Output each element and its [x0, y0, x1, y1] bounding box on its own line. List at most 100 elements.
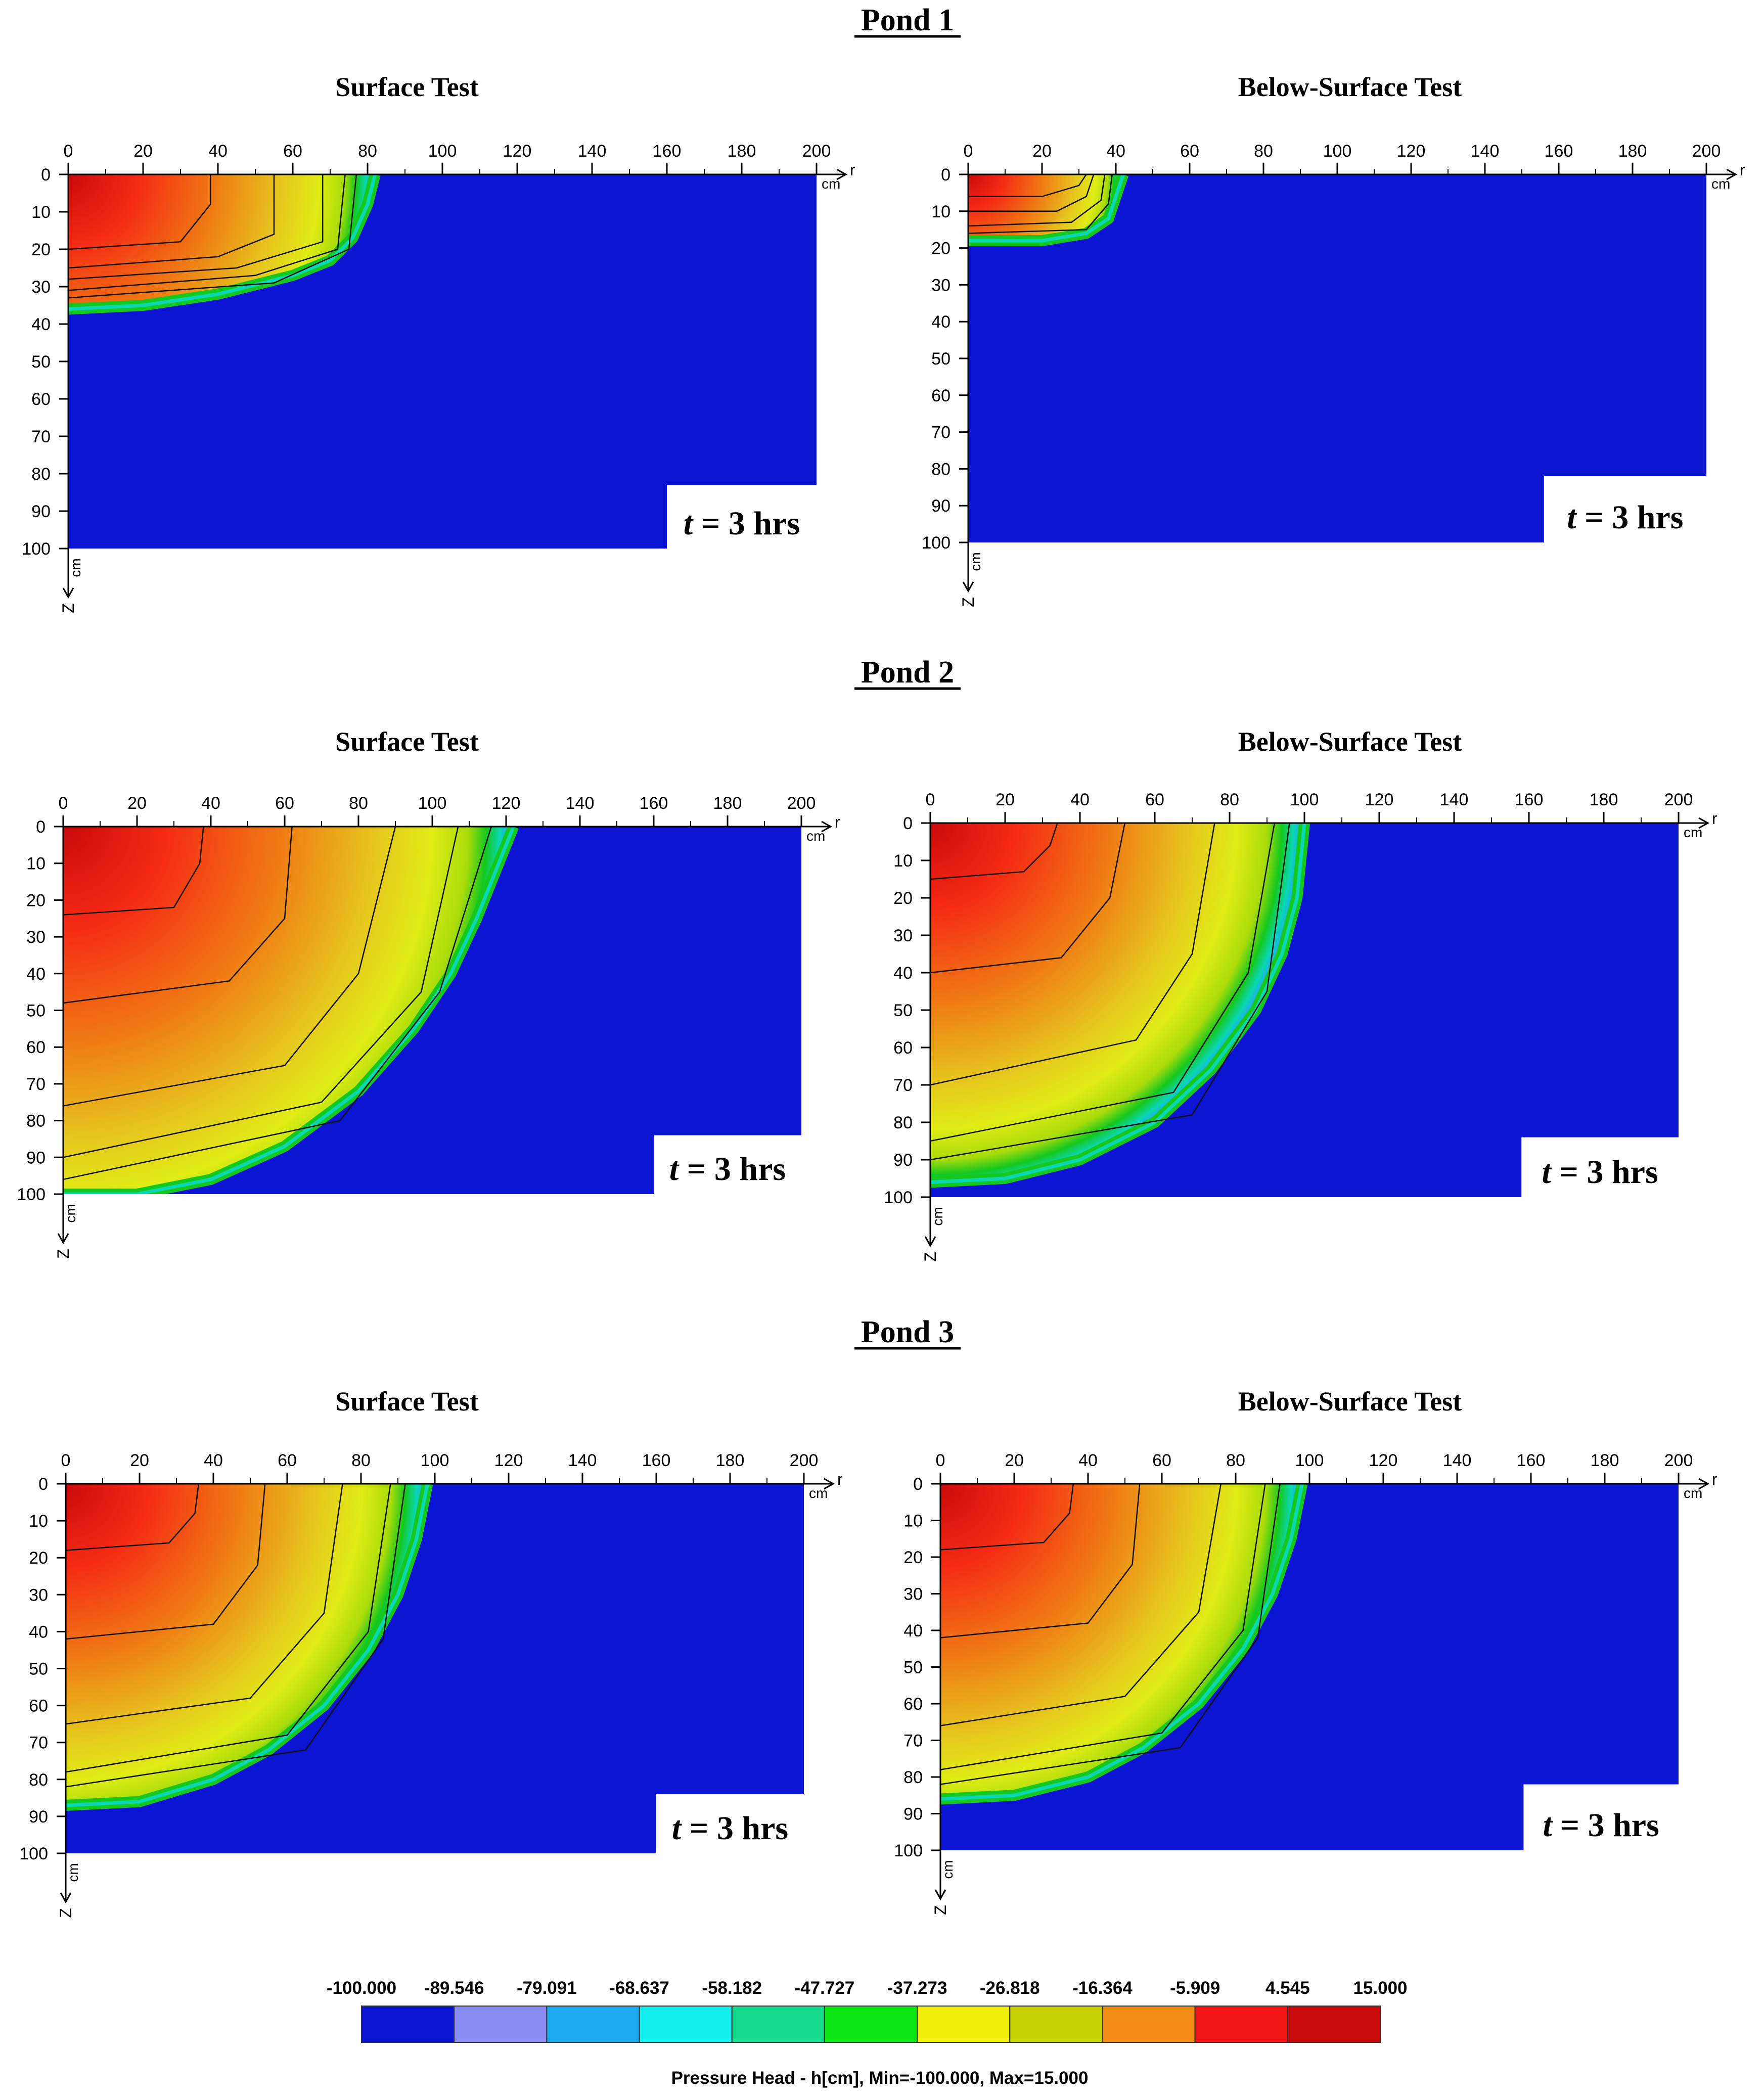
x-tick-label: 20 — [1005, 1451, 1024, 1470]
legend-label: -68.637 — [609, 1978, 669, 1998]
contour-line — [940, 1484, 1074, 1551]
wetting-front-plume — [940, 1484, 1302, 1799]
time-var: t — [684, 505, 694, 542]
y-tick-label: 40 — [903, 1621, 923, 1641]
contour-line — [940, 1484, 1222, 1726]
wetting-front-plume — [930, 823, 1304, 1182]
y-tick-label: 70 — [26, 1075, 46, 1094]
y-tick-label: 30 — [29, 1585, 48, 1605]
y-tick-label: 60 — [931, 386, 951, 405]
r-axis-arrow — [824, 1478, 835, 1490]
y-tick-label: 40 — [931, 312, 951, 332]
r-axis-arrow — [1726, 168, 1738, 180]
r-axis-arrow — [836, 168, 848, 180]
y-tick-label: 80 — [903, 1768, 923, 1787]
legend-swatch — [639, 2006, 733, 2043]
x-tick-label: 120 — [1365, 790, 1394, 809]
x-tick-label: 200 — [1692, 142, 1721, 161]
x-tick-label: 120 — [494, 1451, 523, 1470]
y-unit: cm — [63, 1204, 78, 1222]
x-var: r — [850, 161, 855, 179]
r-axis-arrow — [1698, 1478, 1710, 1490]
y-tick-label: 20 — [31, 240, 51, 259]
x-tick-label: 100 — [1295, 1451, 1324, 1470]
x-tick-label: 0 — [64, 142, 73, 161]
y-tick-label: 0 — [913, 1475, 923, 1494]
y-tick-label: 100 — [922, 533, 951, 553]
y-tick-label: 40 — [31, 315, 51, 334]
y-tick-label: 60 — [893, 1038, 913, 1058]
contour-line — [68, 174, 275, 269]
legend-label: -58.182 — [702, 1978, 762, 1998]
legend-swatch — [454, 2006, 548, 2043]
panel-surface: Surface Test 0 20 40 60 80 100 120 140 160 180 200 0… — [19, 1386, 843, 1918]
panel-surface: Surface Test 0 20 40 60 80 100 120 140 160 180 200 0… — [17, 726, 840, 1259]
time-text: = 3 hrs — [679, 1151, 786, 1188]
y-var: Z — [959, 597, 977, 607]
y-var: Z — [59, 603, 77, 613]
contour-line — [63, 827, 293, 1004]
x-tick-label: 100 — [428, 142, 457, 161]
contour-line — [930, 823, 1058, 880]
panel-subtitle: Surface Test — [335, 72, 479, 102]
front-fringe-outer — [968, 174, 1125, 243]
contour-line — [66, 1484, 200, 1551]
wetting-front-plume — [68, 174, 375, 309]
contour-line — [66, 1484, 266, 1640]
x-tick-label: 140 — [1443, 1451, 1472, 1470]
y-tick-label: 10 — [29, 1512, 48, 1531]
y-tick-label: 10 — [903, 1512, 923, 1531]
x-tick-label: 40 — [204, 1451, 223, 1470]
x-tick-label: 40 — [201, 794, 220, 813]
y-tick-label: 40 — [893, 964, 913, 983]
contour-line — [968, 174, 1106, 227]
contour-line — [968, 174, 1095, 212]
z-axis-arrow — [962, 581, 974, 593]
y-var: Z — [921, 1252, 939, 1262]
y-tick-label: 70 — [931, 423, 951, 442]
x-var: r — [1712, 809, 1717, 828]
y-unit: cm — [930, 1207, 945, 1225]
x-tick-label: 80 — [358, 142, 377, 161]
y-tick-label: 80 — [931, 460, 951, 479]
z-axis-arrow — [60, 1892, 72, 1904]
y-tick-label: 100 — [894, 1841, 923, 1860]
y-tick-label: 30 — [26, 928, 46, 947]
x-unit: cm — [822, 176, 840, 192]
x-tick-label: 0 — [59, 794, 68, 813]
time-text: = 3 hrs — [1576, 499, 1684, 536]
legend-label: -47.727 — [795, 1978, 855, 1998]
panel-subtitle: Surface Test — [335, 726, 479, 757]
x-tick-label: 200 — [787, 794, 816, 813]
time-label: t = 3 hrs — [669, 1151, 786, 1188]
x-tick-label: 40 — [1106, 142, 1125, 161]
contour-line — [63, 827, 459, 1158]
y-unit: cm — [65, 1863, 81, 1882]
pond-title: Pond 3 — [861, 1315, 954, 1349]
y-tick-label: 60 — [29, 1697, 48, 1716]
legend-label: -89.546 — [424, 1978, 484, 1998]
legend-label: -16.364 — [1072, 1978, 1133, 1998]
contour-line — [68, 174, 357, 299]
x-tick-label: 200 — [1664, 790, 1693, 809]
y-unit: cm — [968, 552, 983, 571]
y-tick-label: 0 — [36, 817, 46, 837]
x-tick-label: 60 — [1145, 790, 1164, 809]
y-tick-label: 70 — [903, 1732, 923, 1751]
contour-line — [63, 827, 492, 1180]
time-label: t = 3 hrs — [672, 1810, 788, 1847]
x-unit: cm — [1684, 825, 1702, 840]
contour-line — [66, 1484, 406, 1788]
time-text: = 3 hrs — [681, 1810, 788, 1847]
y-tick-label: 30 — [893, 926, 913, 945]
y-tick-label: 20 — [931, 239, 951, 258]
x-tick-label: 40 — [1070, 790, 1090, 809]
x-tick-label: 60 — [275, 794, 294, 813]
x-tick-label: 180 — [713, 794, 742, 813]
y-tick-label: 70 — [31, 427, 51, 446]
legend-label: -100.000 — [327, 1978, 396, 1998]
y-tick-label: 90 — [893, 1151, 913, 1170]
y-tick-label: 90 — [903, 1805, 923, 1824]
y-tick-label: 70 — [29, 1734, 48, 1753]
